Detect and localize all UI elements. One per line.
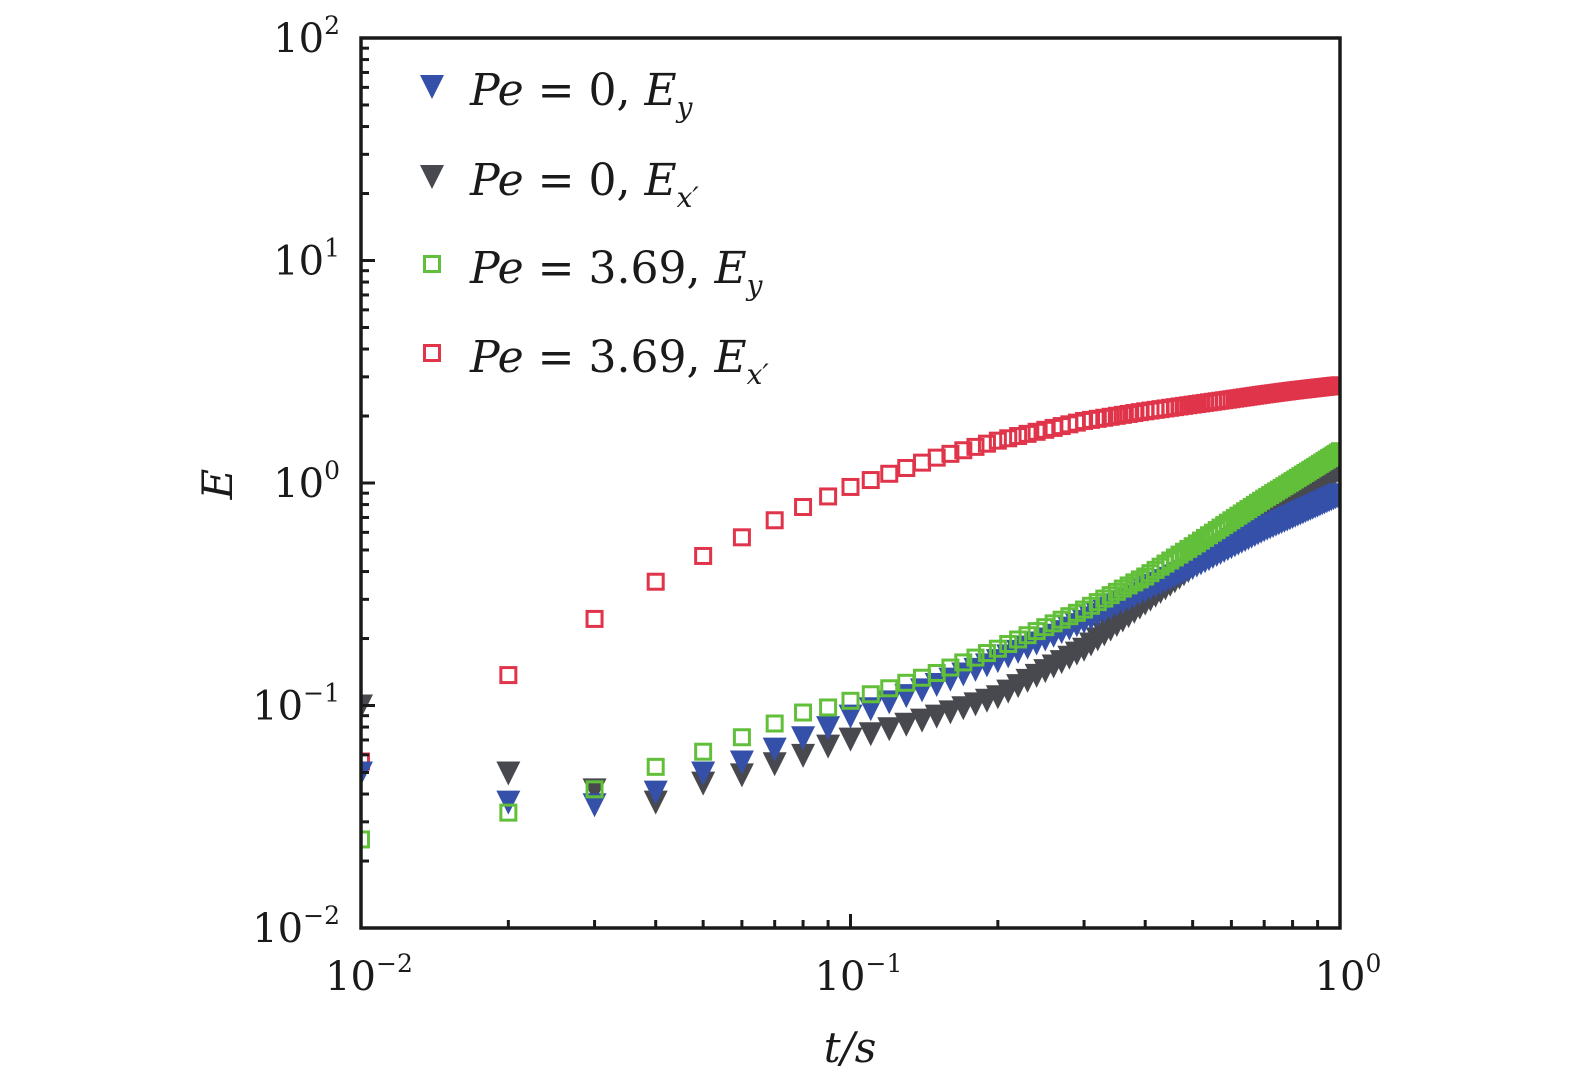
data-point — [988, 431, 1007, 450]
data-point — [791, 743, 816, 768]
y-tick-label: 101 — [273, 234, 340, 285]
data-point — [910, 708, 935, 733]
x-tick-label: 10−1 — [815, 949, 903, 1000]
data-point — [913, 453, 932, 472]
legend-marker — [420, 75, 444, 99]
minor-ticks — [359, 46, 1320, 930]
x-tick-label: 100 — [1315, 949, 1382, 1000]
data-point — [1331, 442, 1340, 461]
legend-label: Pe = 3.69, Ey — [469, 243, 764, 302]
series-2 — [361, 442, 1340, 849]
data-point — [838, 704, 863, 729]
data-point — [880, 679, 899, 698]
data-point — [858, 722, 883, 747]
legend-item: Pe = 3.69, Ex′ — [423, 332, 769, 391]
data-point — [732, 728, 751, 747]
legend-label: Pe = 0, Ey — [469, 65, 694, 124]
legend-label: Pe = 3.69, Ex′ — [469, 332, 769, 391]
legend-item: Pe = 3.69, Ey — [423, 243, 764, 302]
data-point — [729, 750, 754, 775]
data-point — [819, 487, 838, 506]
data-point — [646, 757, 665, 776]
x-axis-label: t/s — [824, 1023, 877, 1072]
data-point — [496, 761, 521, 786]
data-point — [924, 704, 949, 729]
data-points — [361, 376, 1340, 849]
data-point — [1009, 427, 1028, 446]
data-point — [819, 698, 838, 717]
data-point — [585, 609, 604, 628]
data-point — [643, 780, 668, 805]
data-point — [816, 734, 841, 759]
x-tick-label: 10−2 — [325, 949, 413, 1000]
legend-label: Pe = 0, Ex′ — [469, 155, 699, 214]
data-point — [966, 648, 985, 667]
data-point — [646, 572, 665, 591]
data-point — [861, 685, 880, 704]
data-point — [1018, 424, 1037, 443]
y-tick-labels: 10−2 10−1 100 101 102 — [252, 11, 340, 952]
data-point — [816, 716, 841, 741]
data-point — [877, 717, 902, 742]
data-point — [496, 790, 521, 815]
data-point — [1125, 573, 1144, 592]
data-point — [941, 658, 960, 677]
data-point — [762, 737, 787, 762]
y-tick-label: 10−1 — [252, 679, 340, 730]
x-tick-labels: 10−2 10−1 100 — [325, 949, 1381, 1000]
data-point — [977, 434, 996, 453]
y-axis-label: E — [193, 469, 242, 501]
data-point — [841, 691, 860, 710]
data-point — [988, 639, 1007, 658]
series-1 — [361, 457, 1340, 815]
data-point — [966, 437, 985, 456]
data-point — [791, 726, 816, 751]
data-point — [841, 477, 860, 496]
data-point — [585, 780, 604, 799]
legend-marker — [423, 255, 441, 273]
data-point — [762, 752, 787, 777]
data-point — [999, 634, 1018, 653]
data-point — [361, 830, 370, 849]
legend-marker — [423, 344, 441, 362]
data-point — [691, 761, 716, 786]
data-point — [694, 742, 713, 761]
data-point — [1009, 630, 1028, 649]
y-tick-label: 100 — [273, 456, 340, 507]
data-point — [897, 458, 916, 477]
y-tick-label: 10−2 — [252, 901, 340, 952]
legend: Pe = 0, Ey Pe = 0, Ex′ Pe = 3.69, Ey Pe = 3… — [420, 65, 769, 391]
data-point — [977, 644, 996, 663]
data-point — [694, 546, 713, 565]
series-3 — [361, 376, 1340, 771]
legend-marker — [420, 165, 444, 189]
data-point — [999, 429, 1018, 448]
data-point — [582, 793, 607, 818]
data-point — [729, 763, 754, 788]
data-point — [954, 441, 973, 460]
data-point — [880, 464, 899, 483]
data-point — [765, 714, 784, 733]
data-point — [794, 703, 813, 722]
data-point — [861, 471, 880, 490]
data-point — [838, 727, 863, 752]
data-point — [1328, 483, 1340, 508]
data-point — [732, 528, 751, 547]
legend-item: Pe = 0, Ex′ — [420, 155, 699, 214]
data-point — [1331, 376, 1340, 395]
legend-item: Pe = 0, Ey — [420, 65, 694, 124]
data-point — [794, 498, 813, 517]
data-point — [941, 444, 960, 463]
data-point — [499, 666, 518, 685]
data-point — [499, 803, 518, 822]
data-point — [894, 712, 919, 737]
y-tick-label: 102 — [273, 11, 340, 62]
data-point — [954, 653, 973, 672]
data-point — [765, 511, 784, 530]
data-point — [1018, 626, 1037, 645]
